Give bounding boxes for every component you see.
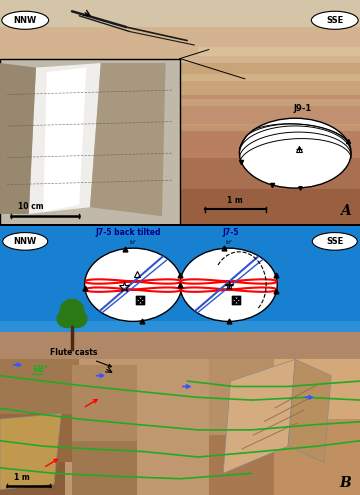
FancyBboxPatch shape — [180, 99, 360, 106]
FancyBboxPatch shape — [0, 359, 360, 495]
Ellipse shape — [312, 233, 357, 250]
FancyBboxPatch shape — [0, 126, 360, 157]
FancyBboxPatch shape — [0, 359, 79, 414]
Text: b°: b° — [130, 241, 137, 246]
FancyBboxPatch shape — [0, 58, 180, 225]
Text: A: A — [340, 204, 351, 218]
FancyBboxPatch shape — [0, 462, 65, 495]
Text: J7-5: J7-5 — [222, 228, 239, 237]
FancyBboxPatch shape — [0, 189, 360, 225]
Polygon shape — [288, 359, 331, 462]
FancyBboxPatch shape — [0, 0, 360, 27]
Text: NNW: NNW — [14, 16, 37, 25]
FancyBboxPatch shape — [209, 435, 274, 495]
Polygon shape — [0, 414, 61, 490]
FancyBboxPatch shape — [72, 441, 137, 495]
FancyBboxPatch shape — [0, 157, 360, 189]
FancyBboxPatch shape — [209, 359, 281, 435]
Polygon shape — [0, 63, 36, 214]
Polygon shape — [90, 63, 166, 216]
Polygon shape — [29, 63, 101, 214]
FancyBboxPatch shape — [137, 365, 209, 468]
Circle shape — [180, 248, 277, 321]
Ellipse shape — [57, 309, 77, 328]
FancyBboxPatch shape — [198, 48, 360, 56]
FancyBboxPatch shape — [126, 124, 360, 131]
Circle shape — [85, 248, 182, 321]
FancyBboxPatch shape — [144, 74, 360, 81]
Text: b°: b° — [225, 241, 232, 246]
Circle shape — [239, 118, 351, 188]
Text: 68°: 68° — [32, 365, 48, 374]
Text: NNW: NNW — [14, 237, 37, 246]
FancyBboxPatch shape — [0, 63, 360, 95]
Polygon shape — [223, 359, 295, 473]
FancyBboxPatch shape — [0, 332, 360, 365]
Ellipse shape — [2, 11, 49, 29]
FancyBboxPatch shape — [0, 95, 360, 126]
Text: Flute casts: Flute casts — [50, 348, 112, 367]
Ellipse shape — [311, 11, 358, 29]
Text: J7-5 back tilted: J7-5 back tilted — [95, 228, 161, 237]
Text: 1 m: 1 m — [227, 196, 243, 205]
FancyBboxPatch shape — [0, 27, 360, 63]
FancyBboxPatch shape — [0, 224, 360, 343]
FancyBboxPatch shape — [0, 414, 72, 462]
Text: SSE: SSE — [326, 237, 343, 246]
Ellipse shape — [3, 233, 48, 250]
FancyBboxPatch shape — [0, 321, 360, 343]
Polygon shape — [43, 67, 86, 212]
FancyBboxPatch shape — [274, 419, 360, 495]
Ellipse shape — [67, 309, 87, 328]
FancyBboxPatch shape — [274, 359, 360, 419]
Text: B: B — [340, 476, 351, 490]
Text: 10 cm: 10 cm — [18, 202, 44, 211]
Text: 1 m: 1 m — [14, 473, 30, 482]
FancyBboxPatch shape — [0, 224, 360, 226]
Text: J9-1: J9-1 — [293, 103, 311, 112]
Text: SSE: SSE — [326, 16, 343, 25]
FancyBboxPatch shape — [72, 365, 137, 441]
Ellipse shape — [59, 298, 85, 322]
